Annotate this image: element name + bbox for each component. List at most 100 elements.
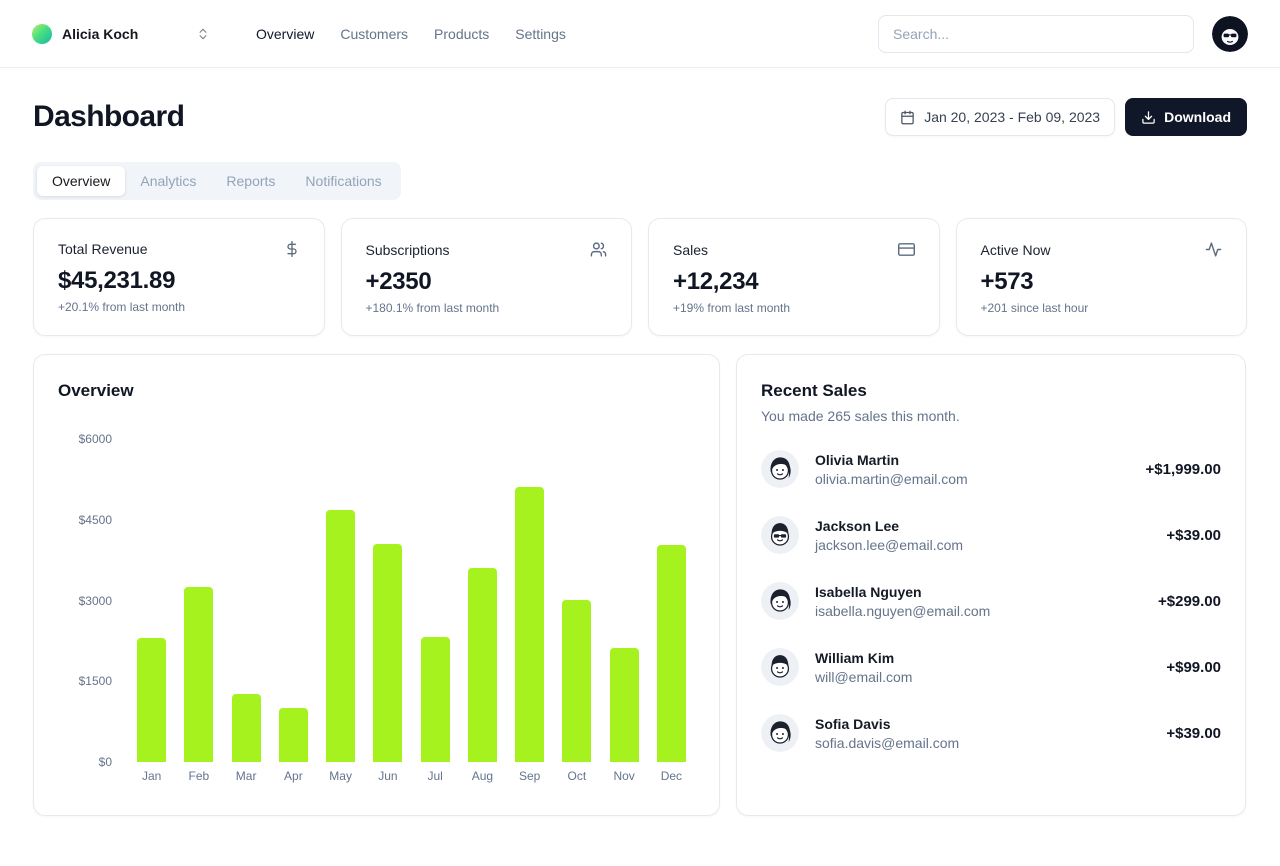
title-row: Dashboard Jan 20, 2023 - Feb 09, 2023 Do…: [33, 98, 1247, 136]
chart-bar-jun: [373, 544, 403, 762]
sale-name: Isabella Nguyen: [815, 583, 922, 600]
credit-card-icon: [897, 241, 915, 258]
sale-identity: Olivia Martin olivia.martin@email.com: [815, 452, 968, 487]
sale-row: William Kim will@email.com +$99.00: [761, 648, 1221, 686]
stat-cards-row: Total Revenue $45,231.89 +20.1% from last …: [33, 218, 1247, 336]
bar-slot: [223, 439, 270, 762]
stat-value: +573: [980, 268, 1034, 295]
bar-slot: [175, 439, 222, 762]
date-range-picker[interactable]: Jan 20, 2023 - Feb 09, 2023: [885, 98, 1116, 136]
dashboard-tabs: Overview Analytics Reports Notifications: [33, 162, 401, 200]
team-switcher[interactable]: Alicia Koch: [32, 23, 210, 44]
stat-caption: +19% from last month: [673, 301, 791, 315]
bar-slot: [553, 439, 600, 762]
sale-amount: +$299.00: [1158, 592, 1221, 610]
man-sunglasses-avatar-icon: [761, 516, 799, 554]
download-label: Download: [1164, 109, 1231, 125]
sale-identity: Sofia Davis sofia.davis@email.com: [815, 716, 959, 751]
x-axis-label: Nov: [613, 769, 635, 783]
sale-row: Olivia Martin olivia.martin@email.com +$1,…: [761, 450, 1221, 488]
stat-title: Subscriptions: [365, 241, 450, 258]
search-input[interactable]: [878, 14, 1194, 53]
sale-row: Isabella Nguyen isabella.nguyen@email.com…: [761, 582, 1221, 620]
team-avatar: [32, 23, 52, 44]
sale-amount: +$39.00: [1166, 526, 1221, 544]
tab-analytics[interactable]: Analytics: [140, 173, 197, 189]
recent-sales-subtitle: You made 265 sales this month.: [761, 408, 960, 424]
chart-bar-nov: [609, 648, 639, 762]
woman-avatar-icon: [761, 714, 799, 752]
stat-card: Active Now +573 +201 since last hour: [955, 218, 1247, 336]
users-icon: [590, 241, 607, 258]
chart-bar-dec: [656, 545, 686, 762]
chart-bar-jan: [137, 638, 167, 762]
y-axis-tick: $0: [98, 755, 112, 769]
x-axis-label: Jun: [378, 769, 398, 783]
stat-card-header: Sales: [673, 241, 915, 258]
sale-email: olivia.martin@email.com: [815, 470, 968, 487]
overview-chart-card: Overview $6000 $4500 $3000 $1500 $0 Jan Feb Ma…: [33, 354, 720, 816]
woman-avatar-icon: [761, 582, 799, 620]
recent-sales-title: Recent Sales: [761, 381, 867, 400]
bar-slot: [128, 439, 175, 762]
y-axis-tick: $4500: [78, 512, 112, 527]
stat-caption: +201 since last hour: [980, 301, 1089, 315]
stat-value: $45,231.89: [58, 267, 176, 294]
stat-title: Active Now: [980, 241, 1051, 258]
stat-caption: +20.1% from last month: [58, 300, 186, 314]
sale-row: Sofia Davis sofia.davis@email.com +$39.00: [761, 714, 1221, 752]
sale-identity: William Kim will@email.com: [815, 650, 912, 685]
tab-notifications[interactable]: Notifications: [305, 173, 382, 189]
tab-reports[interactable]: Reports: [226, 173, 276, 189]
chart-title: Overview: [58, 381, 134, 400]
team-name: Alicia Koch: [62, 25, 139, 42]
stat-card-header: Total Revenue: [58, 241, 300, 257]
date-range-label: Jan 20, 2023 - Feb 09, 2023: [924, 109, 1101, 125]
bar-slot: [459, 439, 506, 762]
x-axis-label: Mar: [235, 769, 257, 783]
bar-slot: [364, 439, 411, 762]
stat-title: Sales: [673, 241, 709, 258]
nav-link-overview[interactable]: Overview: [256, 25, 315, 42]
user-avatar[interactable]: [1212, 15, 1248, 52]
chart-bar-oct: [562, 600, 592, 762]
woman-avatar-icon: [761, 450, 799, 488]
chart-bars: [128, 439, 695, 762]
main-content: Dashboard Jan 20, 2023 - Feb 09, 2023 Do…: [0, 68, 1280, 816]
nav-link-settings[interactable]: Settings: [515, 25, 566, 42]
x-axis-label: May: [329, 769, 352, 783]
stat-card: Total Revenue $45,231.89 +20.1% from last …: [33, 218, 325, 336]
chart-bar-mar: [231, 694, 261, 762]
stat-card: Subscriptions +2350 +180.1% from last mont…: [340, 218, 632, 336]
dollar-icon: [284, 241, 300, 257]
main-nav: Overview Customers Products Settings: [256, 26, 566, 42]
stat-card: Sales +12,234 +19% from last month: [648, 218, 940, 336]
chart-bar-apr: [278, 708, 308, 762]
download-icon: [1141, 110, 1156, 125]
top-navigation-bar: Alicia Koch Overview Customers Products Set…: [0, 0, 1280, 68]
stat-value: +2350: [365, 268, 432, 295]
download-button[interactable]: Download: [1125, 98, 1247, 136]
activity-icon: [1205, 241, 1222, 258]
x-axis-label: Aug: [471, 769, 494, 783]
tab-overview[interactable]: Overview: [37, 166, 126, 196]
y-axis-tick: $6000: [78, 432, 112, 446]
sale-name: William Kim: [815, 649, 895, 666]
bottom-grid: Overview $6000 $4500 $3000 $1500 $0 Jan Feb Ma…: [33, 354, 1247, 816]
stat-title: Total Revenue: [58, 241, 148, 257]
bar-slot: [412, 439, 459, 762]
x-axis-label: Dec: [660, 769, 683, 783]
y-axis-tick: $1500: [78, 674, 112, 689]
nav-link-customers[interactable]: Customers: [340, 25, 409, 42]
sale-amount: +$39.00: [1166, 724, 1221, 742]
calendar-icon: [900, 110, 915, 125]
sale-identity: Isabella Nguyen isabella.nguyen@email.com: [815, 584, 990, 619]
stat-card-header: Subscriptions: [366, 241, 608, 258]
bar-slot: [317, 439, 364, 762]
man-avatar-icon: [761, 648, 799, 686]
nav-link-products[interactable]: Products: [434, 25, 490, 42]
bar-slot: [601, 439, 648, 762]
x-axis-label: Jan: [141, 769, 162, 783]
sale-name: Sofia Davis: [815, 715, 891, 732]
